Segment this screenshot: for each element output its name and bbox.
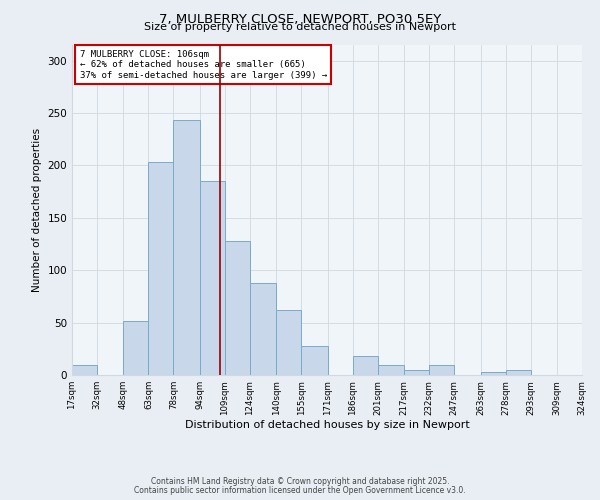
- Bar: [377, 364, 404, 375]
- Text: Contains HM Land Registry data © Crown copyright and database right 2025.: Contains HM Land Registry data © Crown c…: [151, 477, 449, 486]
- Bar: [429, 364, 454, 375]
- Bar: [250, 283, 277, 375]
- Text: Size of property relative to detached houses in Newport: Size of property relative to detached ho…: [144, 22, 456, 32]
- Bar: [404, 370, 429, 375]
- Text: 7 MULBERRY CLOSE: 106sqm
← 62% of detached houses are smaller (665)
37% of semi-: 7 MULBERRY CLOSE: 106sqm ← 62% of detach…: [80, 50, 327, 80]
- Text: 7, MULBERRY CLOSE, NEWPORT, PO30 5EY: 7, MULBERRY CLOSE, NEWPORT, PO30 5EY: [159, 12, 441, 26]
- Bar: [277, 310, 301, 375]
- Y-axis label: Number of detached properties: Number of detached properties: [32, 128, 42, 292]
- Bar: [72, 364, 97, 375]
- Bar: [148, 162, 173, 375]
- Bar: [225, 241, 250, 375]
- Bar: [506, 370, 530, 375]
- Bar: [481, 372, 506, 375]
- X-axis label: Distribution of detached houses by size in Newport: Distribution of detached houses by size …: [185, 420, 469, 430]
- Bar: [124, 320, 148, 375]
- Bar: [200, 181, 225, 375]
- Bar: [301, 346, 328, 375]
- Bar: [353, 356, 377, 375]
- Bar: [173, 120, 200, 375]
- Text: Contains public sector information licensed under the Open Government Licence v3: Contains public sector information licen…: [134, 486, 466, 495]
